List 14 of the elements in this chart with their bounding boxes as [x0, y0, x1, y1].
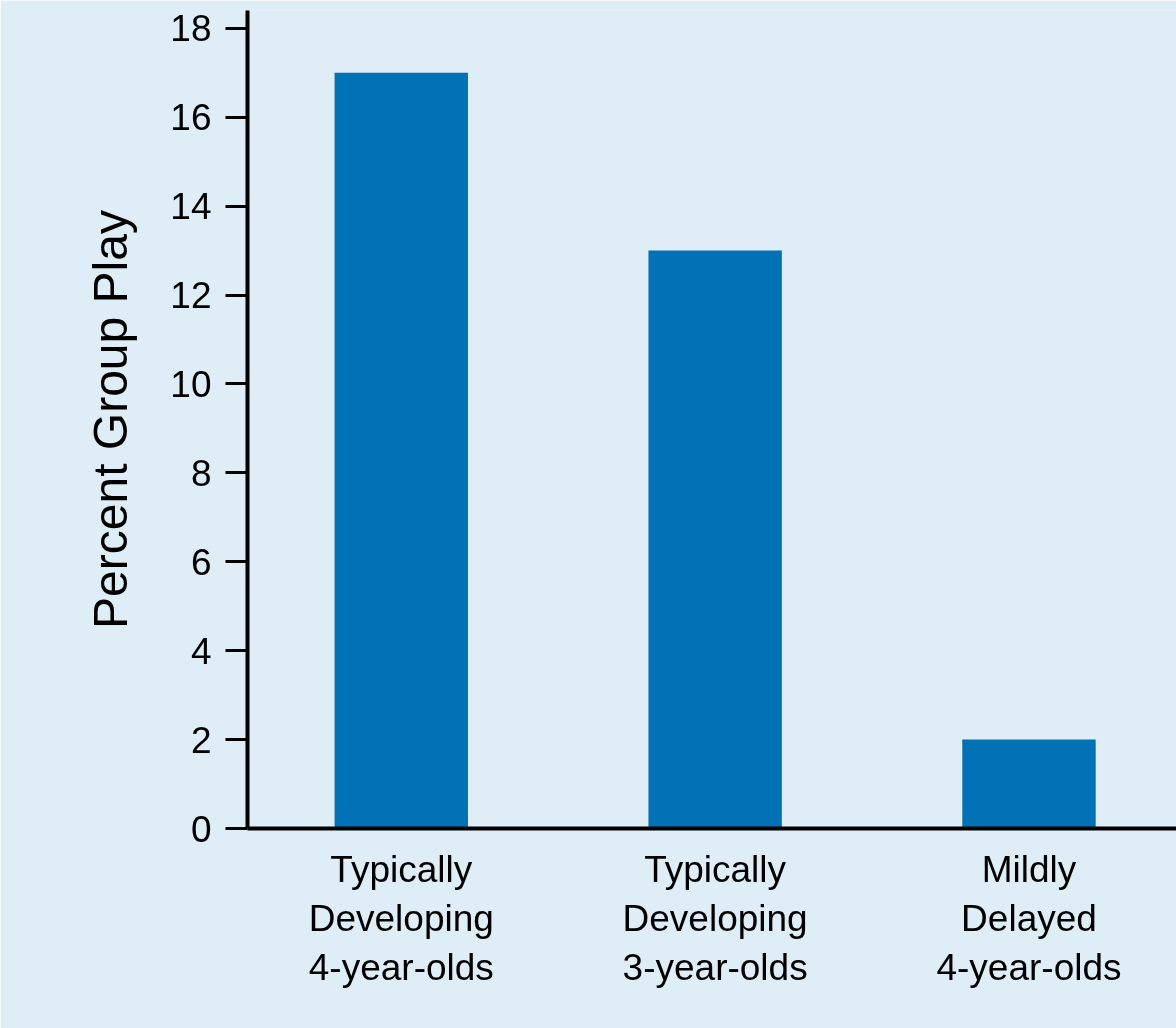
- y-axis-title: Percent Group Play: [84, 210, 138, 629]
- y-tick-label: 18: [170, 8, 212, 50]
- y-tick-label: 4: [190, 630, 212, 672]
- x-tick-label: Typically Developing 3-year-olds: [622, 848, 808, 988]
- x-tick-label: Typically Developing 4-year-olds: [308, 848, 494, 988]
- y-tick-label: 12: [170, 275, 212, 317]
- y-tick-label: 0: [190, 808, 212, 850]
- y-tick-label: 8: [190, 452, 212, 494]
- y-tick-label: 10: [170, 363, 212, 405]
- x-tick-label: Mildly Delayed 4-year-olds: [936, 848, 1122, 988]
- y-tick-label: 16: [170, 97, 212, 139]
- y-tick-label: 6: [190, 541, 212, 583]
- y-tick-label: 2: [190, 719, 212, 761]
- y-tick-label: 14: [170, 186, 212, 228]
